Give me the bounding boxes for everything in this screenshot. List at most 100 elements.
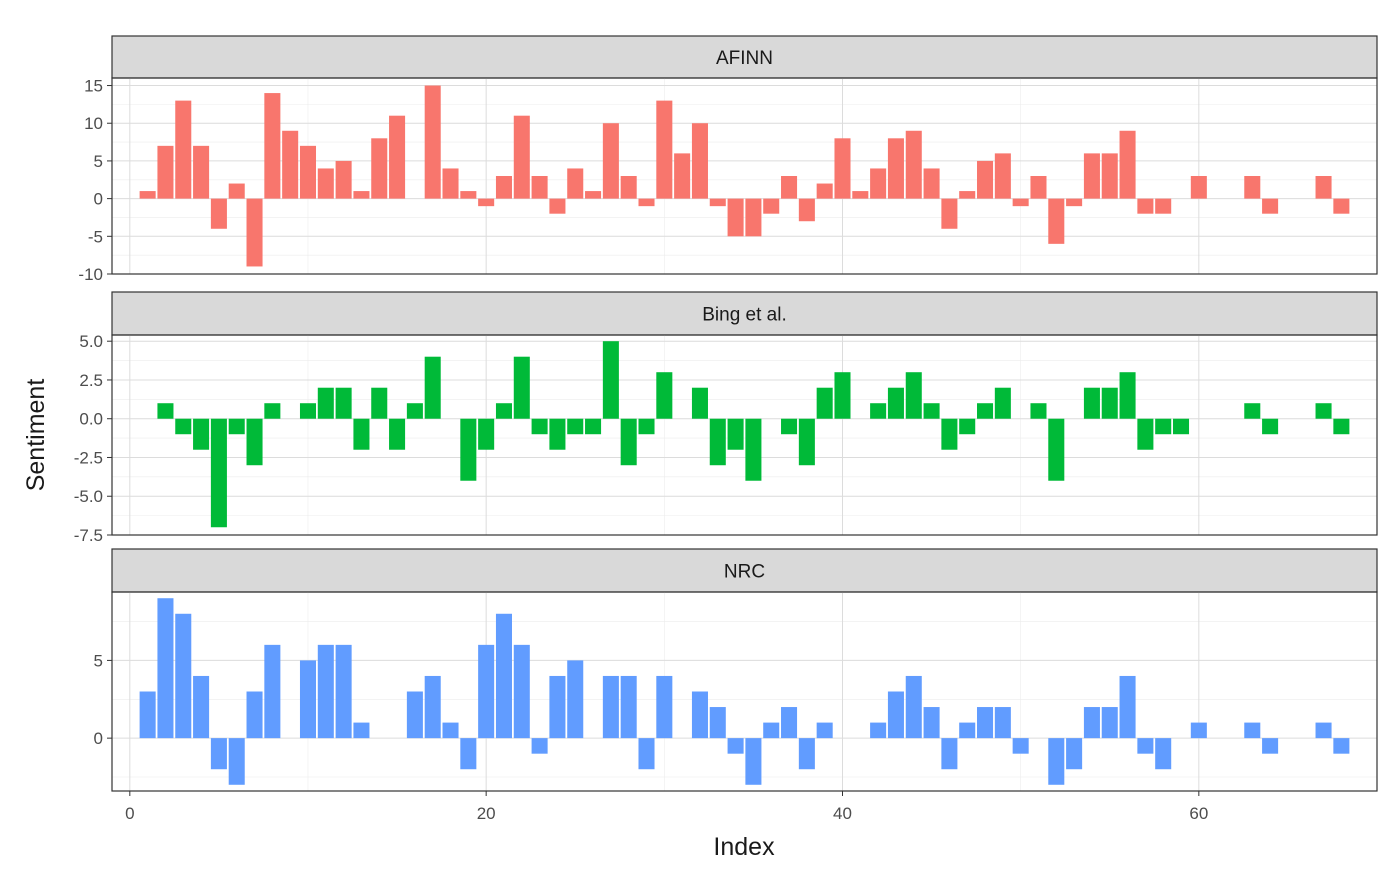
bar xyxy=(763,198,780,214)
bar xyxy=(1315,176,1332,199)
bar xyxy=(495,403,512,419)
bar xyxy=(834,372,851,419)
y-tick-label: 5 xyxy=(94,651,103,670)
bar xyxy=(513,644,530,739)
bar xyxy=(1262,198,1279,214)
bar xyxy=(193,418,210,450)
bar xyxy=(228,418,245,435)
bar xyxy=(246,418,263,466)
bar xyxy=(406,403,423,419)
bar xyxy=(959,418,976,435)
facet-strip-label: Bing et al. xyxy=(702,305,787,326)
bar xyxy=(709,418,726,466)
bar xyxy=(513,115,530,199)
bar xyxy=(139,191,156,199)
bar xyxy=(389,115,406,199)
bar xyxy=(175,613,192,739)
bar xyxy=(1066,738,1083,770)
bar xyxy=(353,722,370,739)
bar xyxy=(335,160,352,199)
bar xyxy=(478,644,495,739)
bar xyxy=(887,691,904,739)
bar xyxy=(798,418,815,466)
bar xyxy=(246,691,263,739)
bar xyxy=(228,183,245,199)
bar xyxy=(745,198,762,237)
bar xyxy=(656,100,673,199)
bar xyxy=(709,198,726,207)
bar xyxy=(228,738,245,785)
bar xyxy=(638,198,655,207)
bar xyxy=(1262,738,1279,754)
bar xyxy=(353,418,370,450)
bar xyxy=(905,372,922,419)
bar xyxy=(1333,738,1350,754)
bar xyxy=(977,160,994,199)
bar xyxy=(977,403,994,419)
y-tick-label: 5.0 xyxy=(79,332,103,351)
bar xyxy=(959,191,976,199)
bar xyxy=(870,403,887,419)
bar xyxy=(602,341,619,419)
bar xyxy=(1137,738,1154,754)
bar xyxy=(1030,176,1047,199)
bar xyxy=(923,168,940,199)
bar xyxy=(638,738,655,770)
bar xyxy=(1048,738,1065,785)
bar xyxy=(1066,198,1083,207)
bar xyxy=(1083,153,1100,199)
bar xyxy=(495,176,512,199)
bar xyxy=(1083,707,1100,739)
bar xyxy=(1244,176,1261,199)
bar xyxy=(567,418,584,435)
bar xyxy=(887,387,904,419)
bar xyxy=(406,691,423,739)
bar xyxy=(1190,722,1207,739)
bar xyxy=(905,675,922,739)
bar xyxy=(157,403,174,419)
bar xyxy=(1155,418,1172,435)
bar xyxy=(317,644,334,739)
y-tick-label: 10 xyxy=(84,114,103,133)
bar xyxy=(727,198,744,237)
y-tick-label: -7.5 xyxy=(74,526,103,545)
bar xyxy=(763,722,780,739)
bar xyxy=(193,145,210,199)
bar xyxy=(691,691,708,739)
bar xyxy=(424,85,441,199)
bar xyxy=(513,356,530,419)
bar xyxy=(282,130,299,199)
bar xyxy=(353,191,370,199)
bar xyxy=(816,722,833,739)
x-tick-label: 40 xyxy=(833,804,852,823)
bar xyxy=(531,418,548,435)
bar xyxy=(335,387,352,419)
bar xyxy=(549,198,566,214)
bar xyxy=(424,675,441,739)
bar xyxy=(317,168,334,199)
bar xyxy=(1315,722,1332,739)
bar xyxy=(620,675,637,739)
bar xyxy=(442,168,459,199)
bar xyxy=(816,387,833,419)
y-tick-label: -2.5 xyxy=(74,448,103,467)
bar xyxy=(157,598,174,739)
facet-panel-3: NRC 5 0 xyxy=(94,548,1378,792)
bar xyxy=(941,418,958,450)
bar xyxy=(977,707,994,739)
bar xyxy=(442,722,459,739)
x-tick-label: 20 xyxy=(477,804,496,823)
bar xyxy=(1190,176,1207,199)
y-tick-label: 0 xyxy=(94,729,103,748)
bar xyxy=(905,130,922,199)
y-tick-label: 0.0 xyxy=(79,410,103,429)
y-axis-title: Sentiment xyxy=(22,379,50,492)
bar xyxy=(1012,738,1029,754)
bar xyxy=(656,372,673,419)
bar xyxy=(1030,403,1047,419)
bar xyxy=(1137,418,1154,450)
bar xyxy=(478,418,495,450)
bar xyxy=(371,138,388,199)
bar xyxy=(709,707,726,739)
